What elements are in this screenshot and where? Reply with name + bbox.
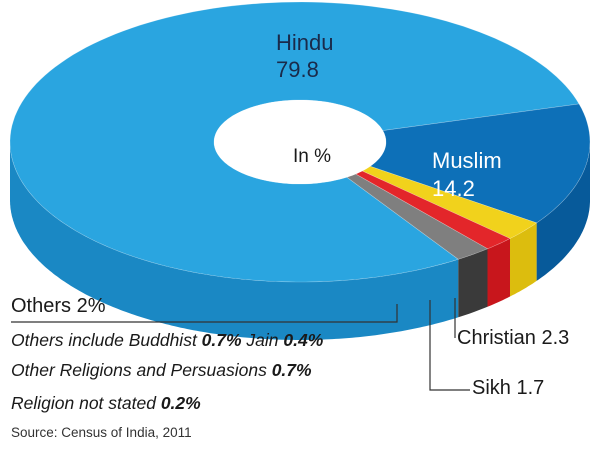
other-religions-value: 0.7%: [271, 360, 312, 380]
note-line-1-prefix: Others include Buddhist: [11, 330, 202, 350]
center-label: In %: [293, 146, 331, 167]
note-line-2: Other Religions and Persuasions 0.7%: [11, 360, 312, 381]
others-label: Others 2%: [11, 295, 106, 317]
slice-side-hindu: [10, 143, 459, 340]
slice-side-sikh: [487, 238, 510, 307]
note-line-3-prefix: Religion not stated: [11, 393, 161, 413]
leader-line-others: [11, 304, 398, 323]
slice-sikh: [354, 170, 511, 250]
donut-sides: [10, 142, 590, 340]
muslim-value-label: 14.2: [432, 176, 475, 201]
muslim-name-label: Muslim: [432, 148, 502, 173]
leader-lines: [11, 298, 470, 391]
source-note: Source: Census of India, 2011: [11, 425, 192, 440]
donut-tops: [9, 1, 591, 283]
note-line-1-mid: Jain: [241, 330, 284, 350]
hindu-value-label: 79.8: [276, 57, 319, 82]
not-stated-value: 0.2%: [160, 393, 201, 413]
slice-side-muslim: [536, 142, 590, 281]
jain-value: 0.4%: [283, 330, 324, 350]
slice-labels: In % Hindu 79.8 Muslim 14.2 Christian 2.…: [11, 30, 569, 399]
note-line-2-prefix: Other Religions and Persuasions: [11, 360, 272, 380]
slice-side-others: [458, 248, 488, 318]
christian-label: Christian 2.3: [457, 327, 569, 349]
note-line-1: Others include Buddhist 0.7% Jain 0.4%: [11, 330, 323, 351]
note-line-3: Religion not stated 0.2%: [11, 393, 201, 414]
sikh-label: Sikh 1.7: [472, 377, 544, 399]
hindu-name-label: Hindu: [276, 30, 333, 55]
leader-line-sikh: [429, 300, 470, 391]
slice-christian: [361, 165, 538, 239]
slice-side-christian: [510, 222, 537, 297]
buddhist-value: 0.7%: [201, 330, 242, 350]
donut-hole: [214, 100, 386, 184]
